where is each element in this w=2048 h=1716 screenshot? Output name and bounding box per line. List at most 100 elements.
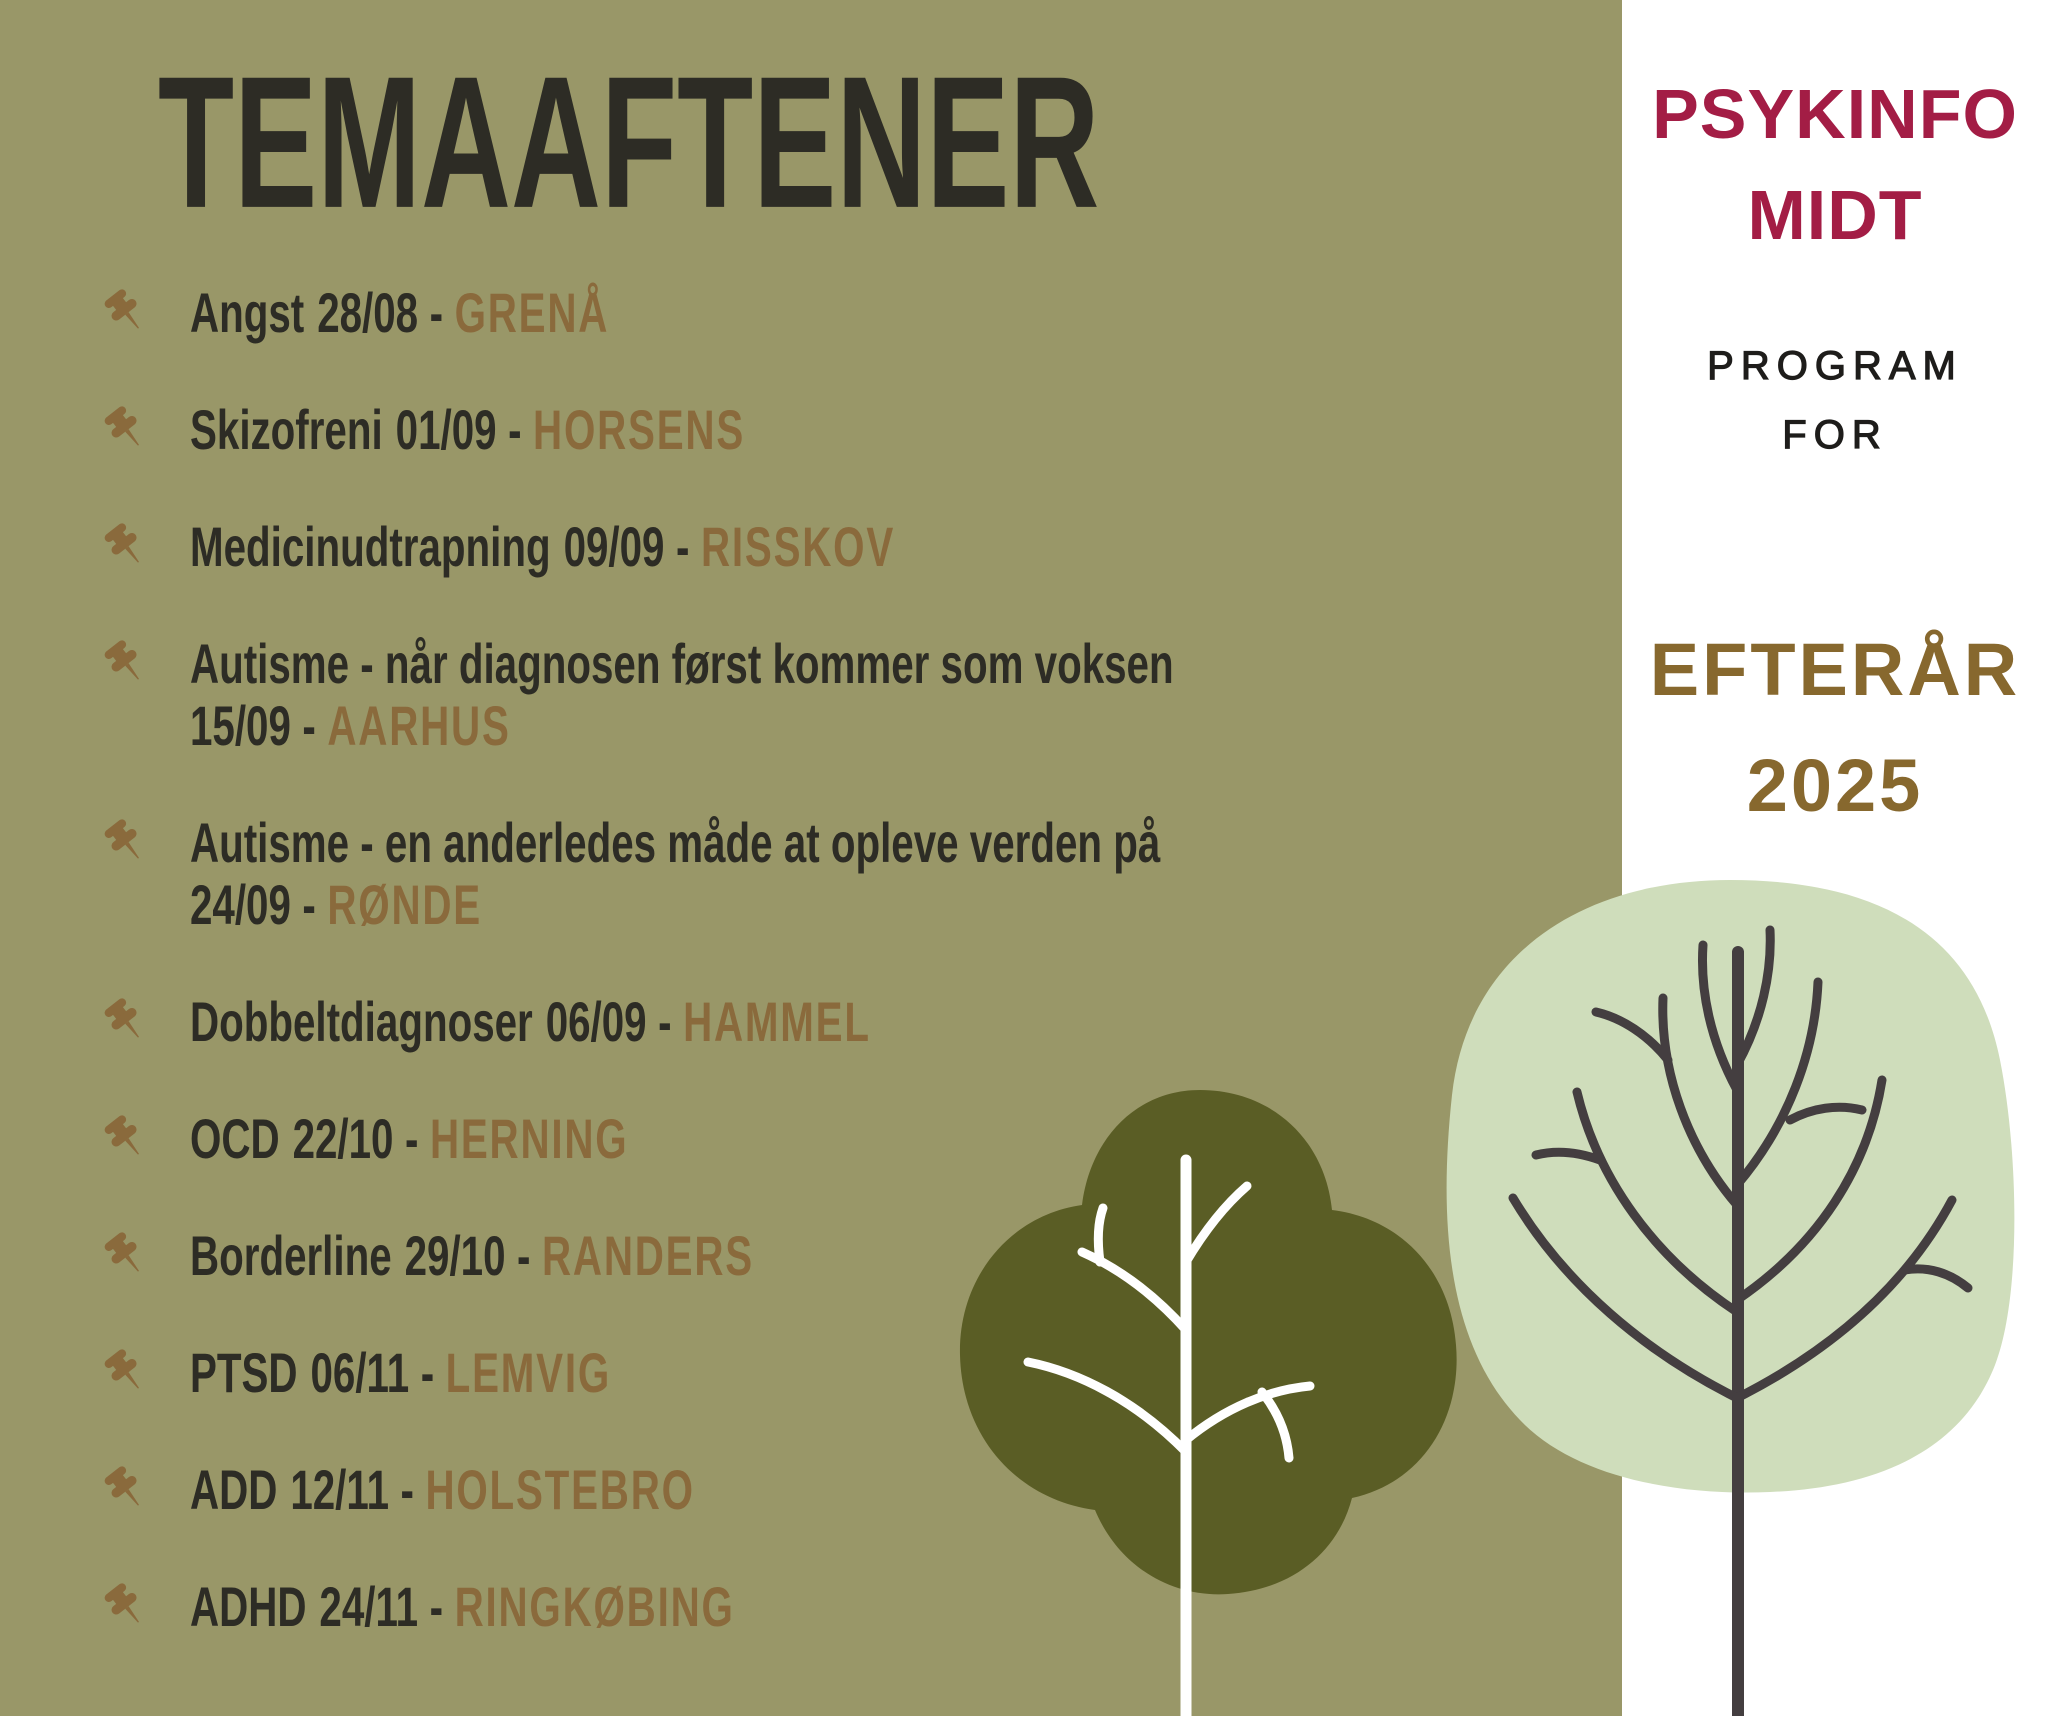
event-date: 06/09 <box>545 990 647 1053</box>
event-item: Autisme - en anderledes måde at opleve v… <box>100 812 1850 936</box>
pushpin-icon <box>104 998 139 1038</box>
event-topic: OCD <box>190 1107 280 1170</box>
event-date: 29/10 <box>404 1224 506 1287</box>
event-city: RØNDE <box>327 873 482 936</box>
event-dash: - <box>676 515 690 578</box>
pushpin-icon <box>104 819 139 859</box>
sidebar: PSYKINFO MIDT PROGRAM FOR EFTERÅR 2025 <box>1622 0 2048 1716</box>
brand-line2: MIDT <box>1747 176 1923 254</box>
event-topic: ADD <box>190 1458 278 1521</box>
event-topic: Angst <box>190 281 305 344</box>
event-topic: Dobbeltdiagnoser <box>190 990 533 1053</box>
event-item: ADD 12/11- HOLSTEBRO <box>100 1459 1850 1521</box>
event-item: ADHD 24/11- RINGKØBING <box>100 1576 1850 1638</box>
event-date-city: 24/11- RINGKØBING <box>306 1575 734 1638</box>
event-date-city: 09/09- RISSKOV <box>551 515 895 578</box>
event-text: ADD 12/11- HOLSTEBRO <box>190 1459 1378 1521</box>
event-date: 15/09 <box>190 694 291 757</box>
event-text: Borderline 29/10- RANDERS <box>190 1225 1378 1287</box>
event-text: ADHD 24/11- RINGKØBING <box>190 1576 1378 1638</box>
event-date: 06/11 <box>310 1341 410 1404</box>
event-dash: - <box>508 398 522 461</box>
event-city: HORSENS <box>533 398 746 461</box>
season-line2: 2025 <box>1746 744 1924 827</box>
event-date: 24/09 <box>190 873 291 936</box>
program-for-label: PROGRAM FOR <box>1622 332 2048 470</box>
event-item: OCD 22/10- HERNING <box>100 1108 1850 1170</box>
event-text: Angst 28/08- GRENÅ <box>190 282 1378 344</box>
program-line1: PROGRAM <box>1707 343 1963 388</box>
event-text: Medicinudtrapning 09/09- RISSKOV <box>190 516 1378 578</box>
event-topic: Autisme - når diagnosen først kommer som… <box>190 632 1174 695</box>
event-item: Skizofreni 01/09- HORSENS <box>100 399 1850 461</box>
event-dash: - <box>420 1341 435 1404</box>
event-text: Autisme - når diagnosen først kommer som… <box>190 633 1378 757</box>
event-date-city: 06/11- LEMVIG <box>298 1341 611 1404</box>
season-line1: EFTERÅR <box>1649 628 2021 711</box>
event-item: Autisme - når diagnosen først kommer som… <box>100 633 1850 757</box>
event-city: AARHUS <box>327 694 511 757</box>
event-item: Medicinudtrapning 09/09- RISSKOV <box>100 516 1850 578</box>
event-text: Skizofreni 01/09- HORSENS <box>190 399 1378 461</box>
event-topic: PTSD <box>190 1341 298 1404</box>
event-city: HAMMEL <box>683 990 871 1053</box>
event-city: RISSKOV <box>700 515 896 578</box>
event-item: Angst 28/08- GRENÅ <box>100 282 1850 344</box>
event-date-city: 24/09- RØNDE <box>190 874 1378 936</box>
event-topic: Autisme - en anderledes måde at opleve v… <box>190 811 1161 874</box>
pushpin-icon <box>104 1232 139 1272</box>
event-item: PTSD 06/11- LEMVIG <box>100 1342 1850 1404</box>
event-dash: - <box>302 873 316 936</box>
event-topic: Medicinudtrapning <box>190 515 551 578</box>
event-item: Dobbeltdiagnoser 06/09- HAMMEL <box>100 991 1850 1053</box>
event-text: PTSD 06/11- LEMVIG <box>190 1342 1378 1404</box>
event-date-city: 28/08- GRENÅ <box>304 281 609 344</box>
pushpin-icon <box>104 1466 139 1506</box>
brand-psykinfo-midt: PSYKINFO MIDT <box>1622 64 2048 266</box>
page-title: TEMAAFTENER <box>158 36 1100 248</box>
pushpin-icon <box>104 640 139 680</box>
event-city: LEMVIG <box>445 1341 612 1404</box>
program-line2: FOR <box>1782 412 1888 457</box>
events-list: Angst 28/08- GRENÅ Skizofreni 01/09- HORSENS… <box>100 282 1850 1638</box>
event-city: HOLSTEBRO <box>425 1458 695 1521</box>
event-date: 09/09 <box>563 515 665 578</box>
event-date-city: 15/09- AARHUS <box>190 695 1378 757</box>
event-dash: - <box>429 281 444 344</box>
pushpin-icon <box>104 289 139 329</box>
event-topic: Borderline <box>190 1224 392 1287</box>
event-dash: - <box>429 1575 444 1638</box>
pushpin-icon <box>104 406 139 446</box>
event-item: Borderline 29/10- RANDERS <box>100 1225 1850 1287</box>
event-dash: - <box>400 1458 414 1521</box>
pushpin-icon <box>104 1349 139 1389</box>
event-city: GRENÅ <box>454 281 610 344</box>
event-city: RANDERS <box>541 1224 754 1287</box>
event-text: OCD 22/10- HERNING <box>190 1108 1378 1170</box>
event-date: 22/10 <box>292 1107 394 1170</box>
event-date: 12/11 <box>290 1458 389 1521</box>
pushpin-icon <box>104 523 139 563</box>
event-date-city: 22/10- HERNING <box>280 1107 629 1170</box>
event-text: Dobbeltdiagnoser 06/09- HAMMEL <box>190 991 1378 1053</box>
event-dash: - <box>658 990 672 1053</box>
event-city: RINGKØBING <box>454 1575 735 1638</box>
event-city: HERNING <box>429 1107 629 1170</box>
pushpin-icon <box>104 1583 139 1623</box>
event-date: 28/08 <box>317 281 419 344</box>
event-topic: Skizofreni <box>190 398 383 461</box>
event-dash: - <box>302 694 316 757</box>
event-text: Autisme - en anderledes måde at opleve v… <box>190 812 1378 936</box>
event-date-city: 29/10- RANDERS <box>392 1224 754 1287</box>
event-dash: - <box>404 1107 419 1170</box>
pushpin-icon <box>104 1115 139 1155</box>
event-date-city: 06/09- HAMMEL <box>533 990 871 1053</box>
event-date: 24/11 <box>319 1575 419 1638</box>
event-dash: - <box>517 1224 531 1287</box>
event-date-city: 01/09- HORSENS <box>383 398 745 461</box>
event-date: 01/09 <box>395 398 497 461</box>
event-date-city: 12/11- HOLSTEBRO <box>277 1458 694 1521</box>
season-label: EFTERÅR 2025 <box>1622 612 2048 844</box>
event-topic: ADHD <box>190 1575 307 1638</box>
